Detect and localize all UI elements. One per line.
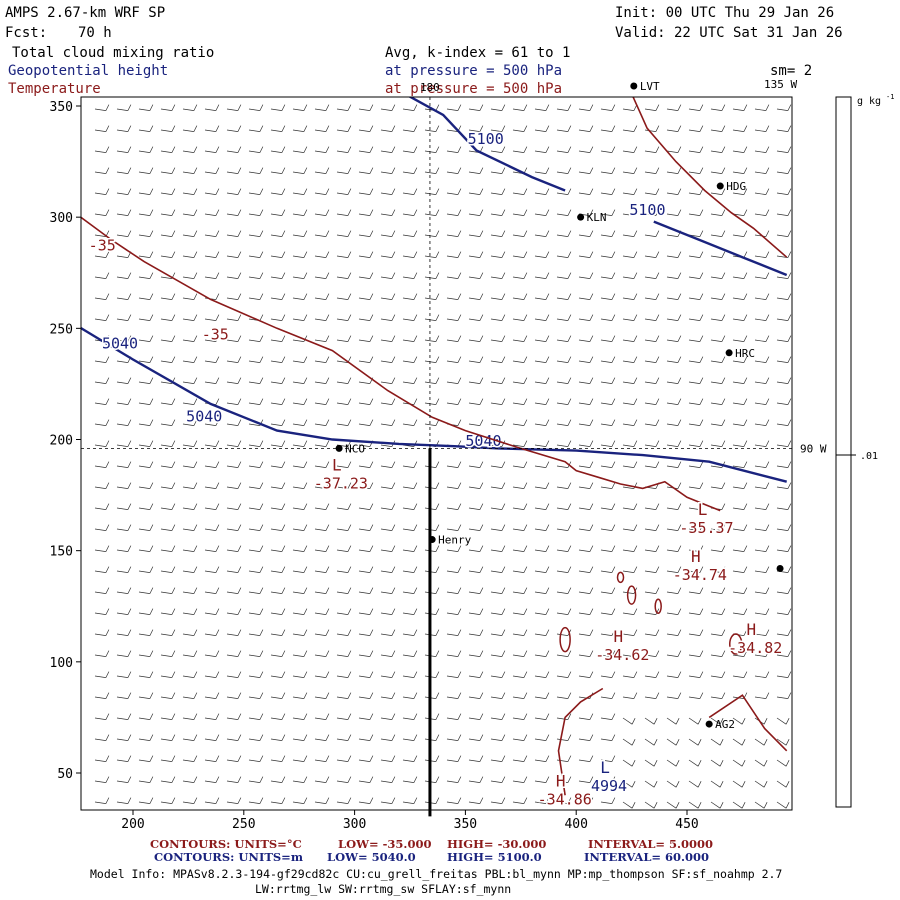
extremum-low-marker: L: [600, 758, 610, 777]
forecast-label: Fcst:: [5, 25, 48, 41]
height-contour-units: CONTOURS: UNITS=m: [154, 850, 303, 864]
init-time: Init: 00 UTC Thu 29 Jan 26: [615, 5, 835, 21]
station-marker: [716, 182, 724, 190]
height-contour-5100: [408, 97, 566, 192]
station-marker: [428, 536, 436, 544]
temperature-closed-contour: [626, 585, 637, 605]
extremum-value: -35.37: [679, 519, 733, 537]
smoothing: sm= 2: [770, 63, 813, 79]
extremum-value: -34.86: [538, 790, 592, 808]
extremum-value: 4994: [591, 777, 627, 795]
height-contour-high: HIGH= 5100.0: [447, 850, 542, 864]
wind-barbs: [94, 104, 792, 809]
colorbar-labels: g kg -1 .01: [836, 93, 894, 462]
extremum-value: -34.74: [673, 566, 727, 584]
temperature-contour--35: [632, 97, 788, 258]
station-marker: [630, 82, 638, 90]
extremum-value: -34.62: [595, 646, 649, 664]
height-contour-label: 5100: [468, 130, 504, 148]
y-tick-label: 350: [50, 100, 73, 115]
extremum-value: -37.23: [314, 475, 368, 493]
valid-time: Valid: 22 UTC Sat 31 Jan 26: [615, 25, 843, 41]
k-index-avg: Avg, k-index = 61 to 1: [385, 45, 571, 61]
temp-contour-high: HIGH= -30.000: [447, 837, 547, 851]
temp-contour-units: CONTOURS: UNITS=°C: [150, 837, 302, 851]
station-label: AG2: [715, 718, 735, 731]
colorbar: [835, 96, 852, 808]
y-tick-label: 300: [50, 211, 73, 226]
x-tick-label: 450: [675, 817, 698, 832]
extremum-high-marker: H: [556, 771, 566, 790]
temperature-contour--35: [557, 687, 604, 796]
field-temperature: Temperature: [8, 81, 101, 97]
extremum-high-marker: H: [613, 627, 623, 646]
x-tick-label: 250: [232, 817, 255, 832]
meridian-label-180: 180: [420, 81, 440, 94]
field-cloud-mixing: Total cloud mixing ratio: [12, 45, 215, 61]
forecast-hour: 70 h: [78, 25, 112, 41]
colorbar-unit-exponent: -1: [886, 93, 894, 101]
station-label: HDG: [726, 180, 746, 193]
temperature-contour--30: [708, 694, 788, 752]
temperature-closed-contour: [654, 598, 662, 614]
meridian-label-90w: 90 W: [800, 442, 827, 455]
y-tick-label: 250: [50, 322, 73, 337]
height-contour-interval: INTERVAL= 60.000: [584, 850, 710, 864]
station-marker: [725, 349, 733, 357]
temp-contour-low: LOW= -35.000: [338, 837, 432, 851]
y-tick-label: 50: [57, 767, 73, 782]
extremum-low-marker: L: [332, 456, 342, 475]
station-marker: [577, 213, 585, 221]
model-info-physics: LW:rrtmg_lw SW:rrtmg_sw SFLAY:sf_mynn: [255, 882, 512, 896]
extremum-high-marker: H: [691, 547, 701, 566]
y-tick-label: 200: [50, 434, 73, 449]
station-marker: [335, 444, 343, 452]
chart-overlays: L-37.23L-35.37H-34.74H-34.62H-34.82H-34.…: [81, 80, 792, 817]
colorbar-unit: g kg: [857, 96, 881, 107]
station-label: NCO: [345, 442, 365, 455]
temperature-contour-label: -35: [89, 237, 116, 255]
temperature-closed-contour: [559, 626, 571, 653]
axes: 180 135 W 90 W 200 250 300 350 400 450 50 100 150 20…: [50, 78, 827, 832]
extremum-low-marker: L: [698, 500, 708, 519]
y-tick-label: 150: [50, 545, 73, 560]
station-label: HRC: [735, 347, 755, 360]
temp-contour-interval: INTERVAL= 5.0000: [588, 837, 714, 851]
height-contour-label: 5040: [186, 408, 222, 426]
x-tick-label: 350: [454, 817, 477, 832]
station-marker: [776, 564, 784, 572]
station-label: LVT: [640, 80, 660, 93]
x-tick-label: 300: [343, 817, 366, 832]
height-contour-label: 5040: [102, 334, 138, 352]
wind-barb-field: [94, 104, 792, 809]
model-info: Model Info: MPASv8.2.3-194-gf29cd82c CU:…: [90, 867, 783, 881]
height-contour-5040: [81, 326, 787, 483]
height-contour-5100: [653, 220, 788, 277]
pressure-level-temp: at pressure = 500 hPa: [385, 81, 563, 97]
model-title: AMPS 2.67-km WRF SP: [5, 5, 166, 21]
extremum-high-marker: H: [746, 620, 756, 639]
station-marker: [705, 720, 713, 728]
x-tick-label: 200: [121, 817, 144, 832]
extremum-value: -34.82: [728, 639, 782, 657]
height-contour-label: 5040: [465, 432, 501, 450]
temperature-closed-contour: [729, 633, 743, 655]
pressure-level-height: at pressure = 500 hPa: [385, 63, 563, 79]
station-label: Henry: [438, 534, 471, 547]
height-contour-low: LOW= 5040.0: [327, 850, 416, 864]
contour-lines: 5040 5040 5040 5100 5100 -35 -35: [81, 97, 788, 796]
plot-frame: [80, 96, 793, 811]
height-contour-label: 5100: [629, 201, 665, 219]
temperature-contour-label: -35: [202, 325, 229, 343]
station-label: KLN: [587, 211, 607, 224]
field-geopotential: Geopotential height: [8, 63, 169, 79]
meridian-label-135w: 135 W: [764, 78, 797, 91]
temperature-closed-contour: [616, 571, 625, 584]
colorbar-tick-label: .01: [860, 451, 878, 462]
y-tick-label: 100: [50, 656, 73, 671]
x-tick-label: 400: [564, 817, 587, 832]
